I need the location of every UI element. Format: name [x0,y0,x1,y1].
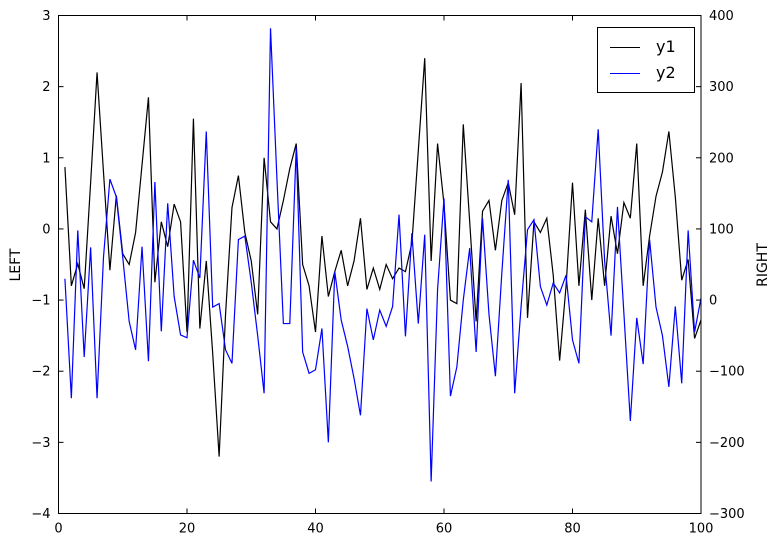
x-tick-label: 20 [179,522,196,537]
legend-entry-y2: y2 [610,60,684,86]
x-tick-label: 40 [307,522,324,537]
left-y-axis-label: LEFT [8,248,24,282]
series-y2-line [64,28,701,482]
right-tick-label: −300 [709,507,745,522]
y1-line-swatch [610,46,640,48]
x-tick-label: 80 [564,522,581,537]
left-tick-label: 3 [42,9,50,24]
right-tick-label: 0 [709,294,717,309]
legend-label-y1: y1 [656,37,676,56]
left-tick-label: −2 [31,365,50,380]
left-tick-label: −1 [31,294,50,309]
right-tick-label: 200 [709,151,734,166]
legend-entry-y1: y1 [610,34,684,60]
right-tick-label: −100 [709,365,745,380]
left-tick-label: −4 [31,507,50,522]
x-tick-label: 100 [689,522,714,537]
left-tick-label: −3 [31,436,50,451]
x-tick-label: 0 [54,522,62,537]
legend-label-y2: y2 [656,63,676,82]
left-tick-label: 2 [42,80,50,95]
x-tick-label: 60 [436,522,453,537]
right-tick-label: 100 [709,222,734,237]
y2-line-swatch [610,72,640,74]
left-tick-label: 0 [42,222,50,237]
series-y1-line [64,58,701,457]
right-tick-label: 300 [709,80,734,95]
right-y-axis-label: RIGHT [755,243,771,287]
right-tick-label: −200 [709,436,745,451]
legend: y1 y2 [597,27,695,93]
right-tick-label: 400 [709,9,734,24]
left-tick-label: 1 [42,151,50,166]
